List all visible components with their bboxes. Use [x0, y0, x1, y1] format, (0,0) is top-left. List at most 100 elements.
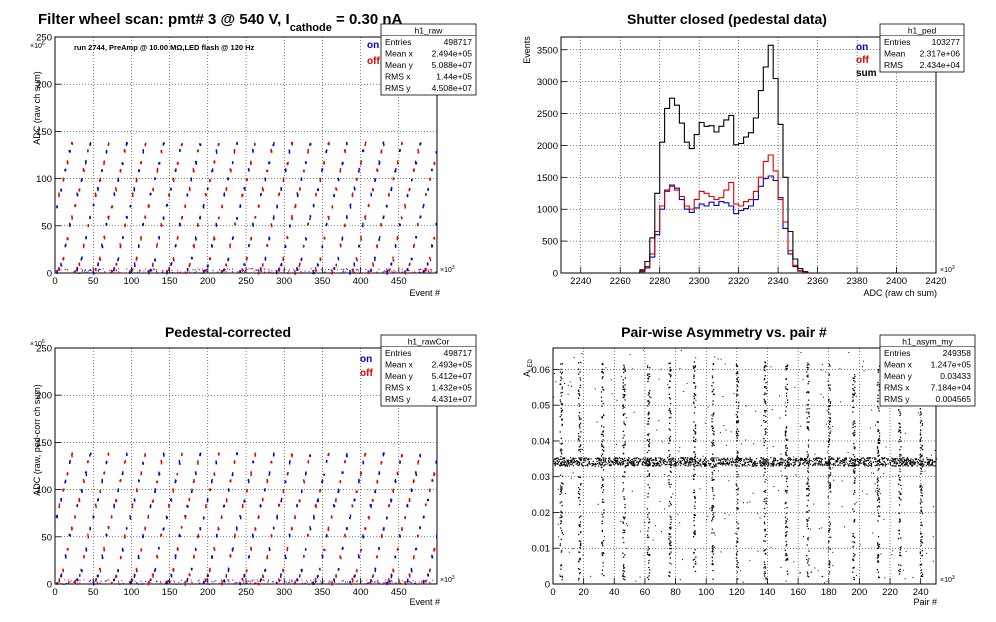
rawCor-point: [220, 515, 223, 518]
asym-band-point: [765, 463, 767, 465]
raw-point: [396, 236, 399, 239]
asym-band-point: [905, 463, 907, 465]
rawCor-point: [411, 489, 413, 492]
asym-band-point: [876, 465, 878, 467]
asym-band-point: [696, 457, 698, 459]
rawCor-point: [170, 498, 172, 501]
raw-point: [78, 189, 80, 192]
rawCor-point: [312, 581, 314, 584]
raw-point: [335, 188, 338, 191]
asym-band-point: [639, 459, 641, 461]
rawCor-point: [85, 549, 88, 552]
asym-band-point: [841, 460, 843, 462]
asym-burst-point: [648, 449, 650, 452]
asym-burst-point: [647, 366, 649, 369]
rawCor-baseline-point: [100, 580, 102, 582]
rawCor-x-tick-label: 400: [353, 587, 369, 598]
asym-band-point: [812, 465, 814, 467]
raw-baseline-point: [347, 272, 349, 274]
rawCor-point: [140, 471, 142, 474]
raw-point: [291, 143, 293, 146]
asym-burst-point: [711, 504, 713, 507]
rawCor-baseline-point: [131, 581, 133, 583]
rawCor-baseline-point: [178, 582, 180, 584]
asym-band-point: [554, 462, 556, 465]
asym-band-point: [745, 459, 747, 461]
asym-burst-point: [623, 564, 625, 566]
raw-point: [268, 161, 271, 164]
asym-burst-point: [712, 403, 714, 405]
asym-band-point: [707, 460, 709, 462]
asym-band-point: [697, 465, 699, 467]
asym-burst-point: [601, 552, 603, 554]
raw-point: [321, 169, 323, 172]
raw-point: [278, 267, 281, 270]
asym-band-point: [627, 464, 629, 466]
asym-band-point: [743, 459, 745, 461]
raw-point: [66, 161, 69, 164]
asym-band-point: [855, 464, 858, 466]
asym-band-point: [802, 462, 804, 464]
asym-band-point: [850, 460, 852, 463]
asym-band-point: [738, 465, 741, 467]
asym-band-point: [616, 459, 618, 462]
asym-burst-point: [578, 390, 580, 393]
raw-baseline-point: [342, 271, 344, 273]
rawCor-point: [323, 473, 325, 476]
asym-band-point: [572, 465, 574, 467]
rawCor-baseline-point: [409, 581, 411, 583]
raw-point: [300, 178, 303, 181]
asym-band-point: [907, 460, 909, 462]
rawCor-baseline-point: [205, 583, 207, 585]
asym-burst-point: [668, 455, 671, 458]
asym-burst-point: [712, 377, 714, 379]
rawCor-baseline-point: [168, 581, 170, 583]
raw-baseline-point: [283, 269, 285, 271]
raw-point: [189, 263, 191, 267]
raw-baseline-point: [378, 268, 380, 270]
asym-band-point: [689, 465, 691, 467]
raw-baseline-point: [77, 272, 79, 274]
asym-burst-point: [560, 363, 562, 365]
asym-band-point: [842, 461, 844, 463]
rawCor-point: [152, 573, 154, 576]
asym-burst-point: [602, 498, 604, 501]
raw-point: [94, 268, 97, 271]
rawCor-point: [276, 582, 278, 585]
asym-burst-point: [647, 470, 649, 472]
asym-band-point: [821, 460, 823, 462]
asym-burst-point: [560, 538, 562, 540]
asym-band-point: [748, 461, 750, 463]
rawCor-baseline-point: [259, 583, 261, 585]
raw-point: [258, 269, 260, 273]
asym-band-point: [850, 459, 852, 461]
asym-band-point: [731, 457, 734, 459]
raw-baseline-point: [401, 271, 403, 273]
asym-band-point: [799, 458, 801, 461]
asym-burst-point: [737, 452, 739, 454]
legend-on-label: on: [367, 40, 379, 51]
asym-band-point: [581, 464, 583, 467]
asym-band-point: [632, 464, 634, 466]
asym-band-point: [657, 464, 659, 466]
stats-row-key: Mean: [884, 49, 906, 59]
asym-band-point: [620, 459, 622, 462]
asym-band-point: [848, 460, 851, 462]
asym-band-point: [882, 464, 884, 467]
raw-point: [227, 257, 229, 261]
rawCor-point: [66, 548, 69, 551]
asym-burst-point: [622, 552, 624, 554]
asym-band-point: [731, 464, 733, 467]
rawCor-baseline-point: [73, 581, 75, 583]
rawCor-point: [122, 471, 124, 474]
asym-band-point: [851, 457, 853, 460]
stats-row-value: 2.493e+05: [432, 360, 473, 370]
asym-band-point: [684, 459, 686, 461]
raw-baseline-point: [414, 270, 416, 272]
raw-point: [277, 267, 280, 271]
asym-band-point: [657, 461, 659, 463]
rawCor-point: [319, 568, 321, 571]
raw-point: [417, 148, 419, 152]
asym-band-point: [910, 458, 912, 460]
stats-row-value: 498717: [444, 37, 473, 47]
